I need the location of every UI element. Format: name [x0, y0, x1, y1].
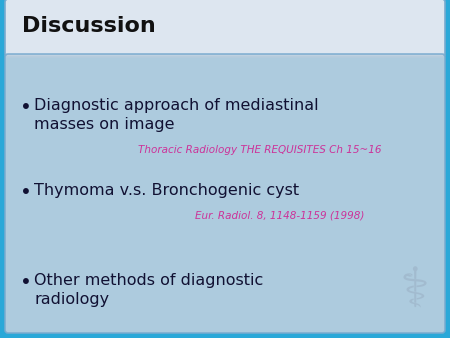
- Text: Other methods of diagnostic
radiology: Other methods of diagnostic radiology: [34, 273, 263, 307]
- Text: •: •: [20, 273, 32, 292]
- FancyBboxPatch shape: [5, 0, 445, 57]
- Text: Eur. Radiol. 8, 1148-1159 (1998): Eur. Radiol. 8, 1148-1159 (1998): [195, 211, 364, 221]
- Text: Discussion: Discussion: [22, 16, 156, 36]
- Text: Diagnostic approach of mediastinal
masses on image: Diagnostic approach of mediastinal masse…: [34, 98, 319, 132]
- Text: Thoracic Radiology THE REQUISITES Ch 15~16: Thoracic Radiology THE REQUISITES Ch 15~…: [138, 145, 382, 155]
- FancyBboxPatch shape: [5, 54, 445, 333]
- Text: •: •: [20, 183, 32, 202]
- Text: ⚕: ⚕: [400, 266, 430, 320]
- Text: •: •: [20, 98, 32, 117]
- Text: Thymoma v.s. Bronchogenic cyst: Thymoma v.s. Bronchogenic cyst: [34, 183, 299, 198]
